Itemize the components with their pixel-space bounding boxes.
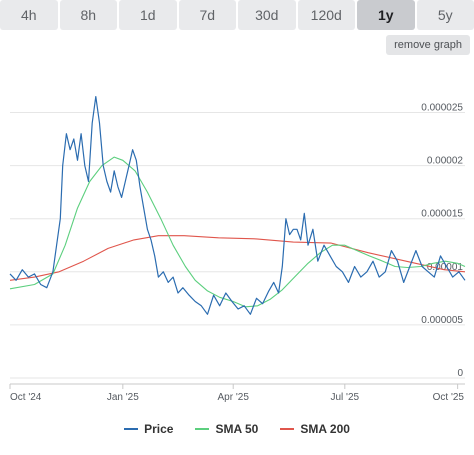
x-tick-label: Oct '24 (10, 392, 42, 403)
sma-200-line (9, 235, 466, 281)
remove-graph-button[interactable]: remove graph (386, 35, 470, 55)
legend-label: Price (144, 422, 174, 436)
y-tick-label: 0.000025 (421, 102, 463, 113)
x-tick-label: Oct '25 (433, 392, 465, 403)
tab-5y[interactable]: 5y (416, 0, 474, 30)
chart-legend: Price SMA 50 SMA 200 (0, 420, 474, 438)
legend-label: SMA 200 (300, 422, 350, 436)
y-tick-label: 0.00001 (427, 262, 464, 273)
legend-item-price[interactable]: Price (124, 422, 173, 436)
price-chart: 0 0.000005 0.00001 0.000015 0.00002 0.000025 O… (9, 95, 466, 403)
tab-120d[interactable]: 120d (297, 0, 355, 30)
sma-50-line (9, 156, 466, 308)
legend-swatch (280, 428, 295, 430)
y-tick-label: 0.000005 (421, 315, 463, 326)
tab-1y[interactable]: 1y (357, 0, 415, 30)
y-tick-label: 0.000015 (421, 209, 463, 220)
y-tick-label: 0.00002 (427, 156, 464, 167)
x-tick-label: Jan '25 (107, 392, 139, 403)
legend-swatch (195, 428, 210, 430)
tab-4h[interactable]: 4h (0, 0, 58, 30)
tab-8h[interactable]: 8h (59, 0, 117, 30)
legend-label: SMA 50 (215, 422, 259, 436)
tab-7d[interactable]: 7d (178, 0, 236, 30)
legend-item-sma-50[interactable]: SMA 50 (195, 422, 258, 436)
x-tick-label: Jul '25 (331, 392, 360, 403)
tab-1d[interactable]: 1d (119, 0, 177, 30)
price-line (9, 95, 466, 315)
y-tick-label: 0 (457, 368, 463, 379)
legend-swatch (124, 428, 139, 430)
timeframe-tabs: 4h 8h 1d 7d 30d 120d 1y 5y (0, 0, 474, 30)
tab-30d[interactable]: 30d (238, 0, 296, 30)
legend-item-sma-200[interactable]: SMA 200 (280, 422, 350, 436)
x-tick-label: Apr '25 (218, 392, 250, 403)
